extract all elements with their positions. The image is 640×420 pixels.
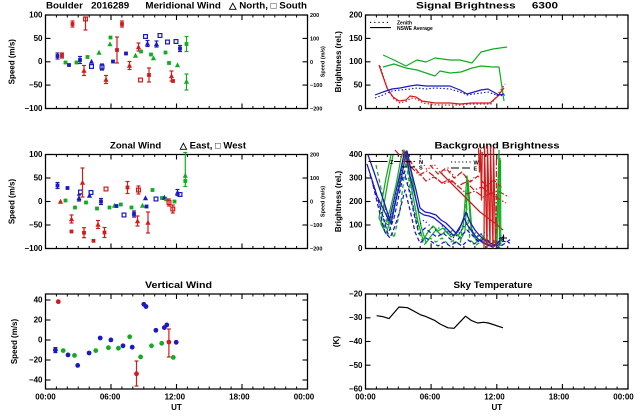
svg-text:Vertical Wind: Vertical Wind bbox=[145, 280, 212, 290]
svg-text:18:00: 18:00 bbox=[549, 393, 570, 402]
svg-text:12:00: 12:00 bbox=[484, 393, 505, 402]
svg-text:−100: −100 bbox=[24, 244, 43, 253]
svg-text:Z: Z bbox=[390, 160, 394, 166]
svg-text:300: 300 bbox=[349, 174, 363, 183]
svg-text:Speed (m/s): Speed (m/s) bbox=[8, 39, 17, 85]
svg-text:Zonal Wind △ East, □ Wes: Zonal Wind △ East, □ West bbox=[110, 141, 246, 151]
svg-text:06:00: 06:00 bbox=[100, 393, 121, 402]
svg-text:−60: −60 bbox=[349, 385, 363, 394]
svg-text:−50: −50 bbox=[29, 81, 43, 90]
svg-text:00:00: 00:00 bbox=[35, 393, 56, 402]
svg-text:00:00: 00:00 bbox=[613, 393, 634, 402]
svg-text:Background Brightness: Background Brightness bbox=[435, 141, 560, 151]
svg-text:400: 400 bbox=[349, 150, 363, 159]
svg-text:200: 200 bbox=[310, 153, 319, 159]
svg-text:50: 50 bbox=[34, 34, 43, 43]
svg-text:−40: −40 bbox=[29, 376, 43, 385]
svg-text:100: 100 bbox=[29, 150, 43, 159]
svg-text:Speed (m/s): Speed (m/s) bbox=[321, 46, 327, 77]
svg-text:18:00: 18:00 bbox=[229, 393, 250, 402]
svg-text:E: E bbox=[474, 167, 478, 173]
svg-text:200: 200 bbox=[349, 197, 363, 206]
svg-text:Speed (m/s): Speed (m/s) bbox=[10, 318, 19, 364]
svg-text:−30: −30 bbox=[349, 313, 363, 322]
svg-text:0: 0 bbox=[38, 57, 43, 66]
svg-text:40: 40 bbox=[34, 296, 43, 305]
svg-text:0: 0 bbox=[310, 200, 313, 206]
svg-text:−100: −100 bbox=[310, 83, 322, 89]
svg-text:0: 0 bbox=[310, 60, 313, 66]
svg-text:(K): (K) bbox=[332, 336, 341, 347]
svg-text:Brightness (rel.): Brightness (rel.) bbox=[334, 170, 343, 232]
svg-text:Speed (m/s): Speed (m/s) bbox=[321, 186, 327, 217]
svg-text:20: 20 bbox=[34, 316, 43, 325]
svg-text:Brightness (rel.): Brightness (rel.) bbox=[334, 31, 343, 93]
svg-text:−100: −100 bbox=[24, 104, 43, 113]
svg-text:−100: −100 bbox=[310, 223, 322, 229]
svg-text:00:00: 00:00 bbox=[355, 393, 376, 402]
svg-text:S: S bbox=[419, 166, 423, 172]
svg-text:−50: −50 bbox=[349, 361, 363, 370]
svg-text:N: N bbox=[419, 160, 423, 166]
svg-text:UT: UT bbox=[491, 403, 502, 412]
svg-text:UT: UT bbox=[171, 403, 182, 412]
svg-text:−20: −20 bbox=[349, 290, 363, 299]
svg-text:NSWE Average: NSWE Average bbox=[397, 26, 433, 32]
svg-text:100: 100 bbox=[29, 11, 43, 20]
svg-text:150: 150 bbox=[349, 34, 363, 43]
svg-text:Signal Brightness 6300: Signal Brightness 6300 bbox=[416, 1, 558, 11]
svg-text:−50: −50 bbox=[29, 221, 43, 230]
svg-text:−40: −40 bbox=[349, 337, 363, 346]
svg-text:−200: −200 bbox=[310, 247, 322, 253]
svg-text:12:00: 12:00 bbox=[165, 393, 186, 402]
svg-text:0: 0 bbox=[38, 197, 43, 206]
svg-text:100: 100 bbox=[310, 36, 319, 42]
svg-text:Zenith: Zenith bbox=[397, 21, 412, 27]
svg-text:−200: −200 bbox=[310, 107, 322, 113]
svg-text:50: 50 bbox=[354, 81, 363, 90]
svg-text:−20: −20 bbox=[29, 356, 43, 365]
svg-text:200: 200 bbox=[349, 11, 363, 20]
svg-text:100: 100 bbox=[349, 221, 363, 230]
svg-text:0: 0 bbox=[38, 336, 43, 345]
svg-text:Boulder 2016289 Meridio: Boulder 2016289 Meridional Wind △ North,… bbox=[46, 1, 307, 11]
svg-text:100: 100 bbox=[310, 176, 319, 182]
svg-text:0: 0 bbox=[358, 104, 363, 113]
svg-text:Speed (m/s): Speed (m/s) bbox=[8, 178, 17, 224]
svg-text:00:00: 00:00 bbox=[294, 393, 315, 402]
svg-text:W: W bbox=[474, 161, 480, 167]
svg-text:200: 200 bbox=[310, 13, 319, 19]
svg-text:06:00: 06:00 bbox=[420, 393, 441, 402]
svg-text:Sky Temperature: Sky Temperature bbox=[454, 280, 533, 290]
svg-text:100: 100 bbox=[349, 57, 363, 66]
svg-text:50: 50 bbox=[34, 174, 43, 183]
svg-text:0: 0 bbox=[358, 244, 363, 253]
